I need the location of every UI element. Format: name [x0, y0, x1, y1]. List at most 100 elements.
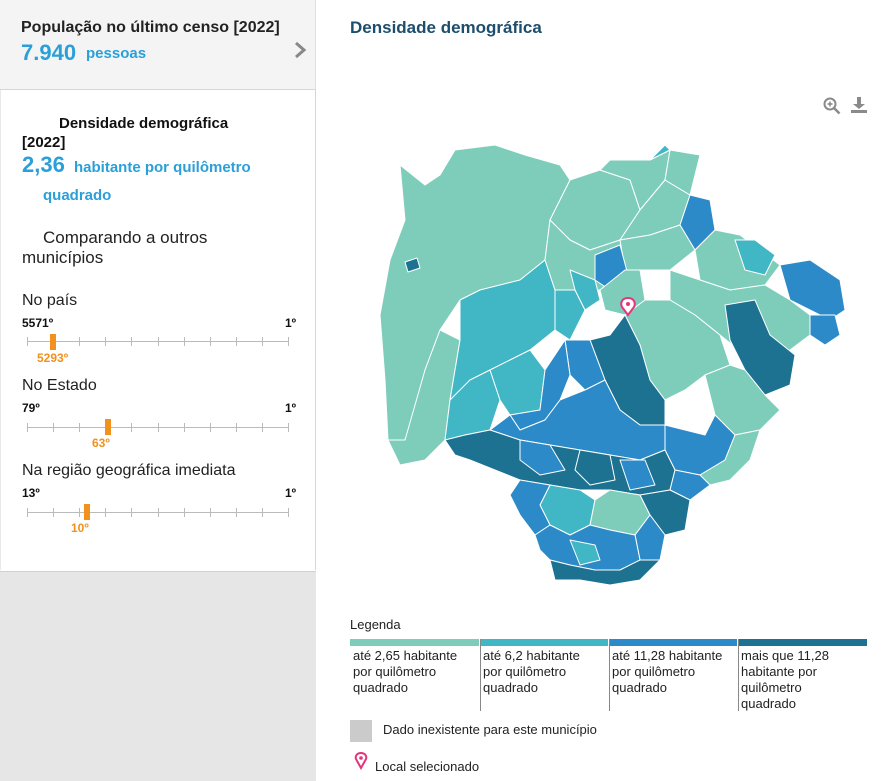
legend-title: Legenda	[350, 617, 401, 632]
rank-country-max: 5571º	[22, 316, 54, 330]
municipality-region	[574, 449, 616, 486]
municipality-region	[569, 269, 601, 311]
municipality-region	[669, 469, 711, 501]
ruler-tick	[158, 423, 159, 432]
selected-location-pin	[620, 296, 636, 317]
rank-region-marker	[84, 504, 90, 520]
ruler-tick	[79, 337, 80, 346]
location-pin-icon	[354, 752, 368, 770]
ruler-tick	[79, 423, 80, 432]
ruler-tick	[158, 337, 159, 346]
ruler-tick	[27, 508, 28, 517]
municipality-region	[549, 559, 661, 586]
ruler-tick	[131, 508, 132, 517]
rank-state-marker	[105, 419, 111, 435]
census-card[interactable]: População no último censo [2022] 7.940 p…	[0, 0, 316, 90]
rank-state-min: 1º	[285, 401, 297, 415]
census-value: 7.940	[21, 40, 77, 65]
ruler-tick	[236, 423, 237, 432]
download-icon[interactable]	[850, 96, 868, 114]
rank-country-track	[27, 336, 289, 348]
chevron-right-icon[interactable]	[292, 40, 308, 60]
municipality-region	[724, 299, 796, 396]
legend-label-class-1: até 2,65 habitante por quilômetro quadra…	[353, 648, 458, 695]
ruler-tick	[184, 508, 185, 517]
legend-separator	[480, 639, 481, 711]
density-value: 2,36	[22, 152, 65, 177]
compare-heading-line2: municípios	[22, 248, 104, 267]
ruler-tick	[184, 423, 185, 432]
rank-region-position: 10º	[71, 521, 89, 535]
ruler-tick	[288, 337, 289, 346]
ruler-tick	[210, 508, 211, 517]
ruler-tick	[236, 337, 237, 346]
census-title: População no último censo [2022]	[21, 19, 280, 36]
rank-state-position: 63º	[92, 436, 110, 450]
rank-country-position: 5293º	[37, 351, 69, 365]
municipality-region	[699, 429, 761, 486]
rank-region-min: 1º	[285, 486, 297, 500]
rank-state-track	[27, 422, 289, 434]
ruler-tick	[79, 508, 80, 517]
municipality-region	[664, 149, 701, 196]
municipality-region	[734, 239, 776, 276]
rank-state-label: No Estado	[22, 377, 97, 394]
ruler-tick	[53, 508, 54, 517]
municipality-region	[809, 314, 841, 346]
legend-label-class-4: mais que 11,28 habitante por quilômetro …	[741, 648, 829, 711]
municipality-region	[619, 459, 656, 491]
ruler-tick	[210, 423, 211, 432]
rank-country-label: No país	[22, 292, 78, 309]
ruler-tick	[184, 337, 185, 346]
map-title: Densidade demográfica	[350, 18, 542, 37]
ruler-tick	[210, 337, 211, 346]
rank-region-label: Na região geográfica imediata	[22, 462, 236, 479]
municipality-region	[649, 144, 671, 161]
state-map	[379, 144, 846, 586]
legend-label-class-2: até 6,2 habitante por quilômetro quadrad…	[483, 648, 580, 695]
legend-bar-class-3	[610, 639, 737, 646]
ruler-tick	[105, 337, 106, 346]
ruler-tick	[53, 423, 54, 432]
empty-panel	[0, 571, 316, 781]
ruler-tick	[27, 423, 28, 432]
municipality-region	[554, 289, 586, 341]
selected-location-label: Local selecionado	[375, 759, 480, 774]
municipality-region	[404, 257, 421, 273]
no-data-label: Dado inexistente para este município	[383, 722, 597, 737]
legend-separator	[738, 639, 739, 711]
density-title: Densidade demográfica	[59, 115, 229, 132]
rank-region-max: 13º	[22, 486, 40, 500]
ruler-tick	[288, 508, 289, 517]
ruler-tick	[158, 508, 159, 517]
census-unit: pessoas	[86, 45, 147, 62]
ruler-tick	[131, 337, 132, 346]
ruler-tick	[27, 337, 28, 346]
legend-separator	[609, 639, 610, 711]
legend-label-class-3: até 11,28 habitante por quilômetro quadr…	[612, 648, 723, 695]
density-unit-line2: quadrado	[43, 187, 112, 204]
legend-bar-class-4	[739, 639, 867, 646]
legend-bar-class-1	[350, 639, 479, 646]
left-panel: População no último censo [2022] 7.940 p…	[0, 0, 316, 781]
ruler-tick	[105, 508, 106, 517]
municipality-region	[779, 259, 846, 321]
compare-heading-line1: Comparando a outros	[43, 228, 208, 247]
ruler-tick	[262, 508, 263, 517]
ruler-tick	[236, 508, 237, 517]
no-data-swatch	[350, 720, 372, 742]
zoom-in-icon[interactable]	[823, 97, 841, 115]
density-year: [2022]	[22, 134, 66, 151]
municipality-region	[569, 539, 601, 566]
rank-country-min: 1º	[285, 316, 297, 330]
municipality-region	[519, 439, 566, 476]
density-card: Densidade demográfica [2022] 2,36 habita…	[0, 90, 316, 570]
legend-bar-class-2	[481, 639, 608, 646]
rank-country-marker	[50, 334, 56, 350]
ruler-tick	[262, 337, 263, 346]
ruler-tick	[288, 423, 289, 432]
rank-region-track	[27, 507, 289, 519]
ruler-tick	[131, 423, 132, 432]
ruler-tick	[262, 423, 263, 432]
rank-state-max: 79º	[22, 401, 40, 415]
